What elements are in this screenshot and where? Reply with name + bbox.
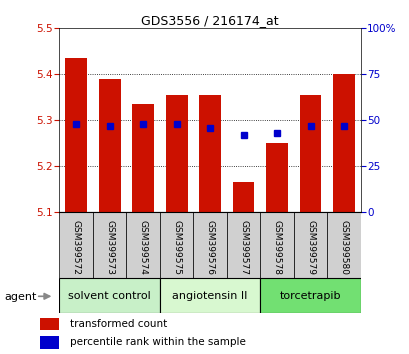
Text: GSM399577: GSM399577 [238, 220, 247, 275]
Bar [160, 212, 193, 278]
Text: solvent control: solvent control [68, 291, 151, 301]
Bar [93, 212, 126, 278]
Bar [126, 212, 160, 278]
Title: GDS3556 / 216174_at: GDS3556 / 216174_at [141, 14, 278, 27]
Text: GSM399572: GSM399572 [72, 220, 81, 275]
Bar [165, 95, 187, 212]
Text: GSM399578: GSM399578 [272, 220, 281, 275]
Text: GSM399575: GSM399575 [172, 220, 181, 275]
Text: GSM399573: GSM399573 [105, 220, 114, 275]
Bar [232, 182, 254, 212]
Bar [326, 212, 360, 278]
Bar [226, 212, 260, 278]
Text: percentile rank within the sample: percentile rank within the sample [70, 337, 245, 347]
Bar [293, 212, 326, 278]
Text: transformed count: transformed count [70, 319, 166, 329]
Text: angiotensin II: angiotensin II [172, 291, 247, 301]
Text: agent: agent [4, 292, 36, 302]
Bar [299, 95, 321, 212]
Text: GSM399580: GSM399580 [339, 220, 348, 275]
Text: GSM399579: GSM399579 [306, 220, 314, 275]
Bar [160, 278, 260, 313]
Bar [199, 95, 220, 212]
Bar [333, 74, 354, 212]
Bar [132, 104, 154, 212]
Text: torcetrapib: torcetrapib [279, 291, 340, 301]
Text: GSM399576: GSM399576 [205, 220, 214, 275]
Bar [59, 212, 93, 278]
Text: GSM399574: GSM399574 [138, 220, 147, 275]
Bar [40, 318, 58, 330]
Bar [59, 278, 160, 313]
Bar [265, 143, 287, 212]
Bar [40, 336, 58, 349]
Bar [65, 58, 87, 212]
Bar [99, 79, 120, 212]
Bar [260, 278, 360, 313]
Bar [193, 212, 226, 278]
Bar [260, 212, 293, 278]
